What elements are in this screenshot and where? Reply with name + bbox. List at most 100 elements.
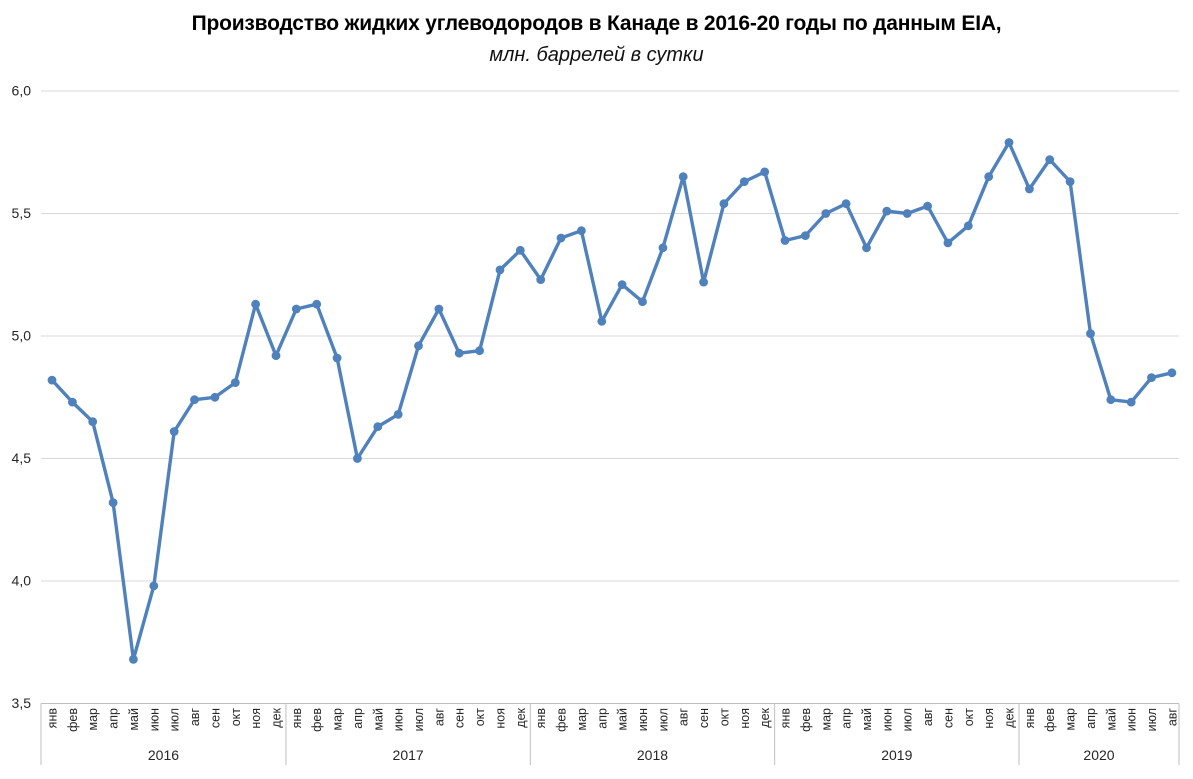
x-axis-month-label: сен (941, 708, 955, 728)
data-point-marker (943, 238, 953, 248)
data-point-marker (1065, 177, 1075, 187)
y-axis-tick-label: 4,0 (12, 573, 32, 589)
x-axis-month-label: мар (1064, 708, 1078, 731)
x-axis-month-label: дек (1003, 707, 1017, 727)
data-point-marker (658, 243, 668, 253)
x-axis-month-label: янв (534, 708, 548, 729)
x-axis-month-label: июн (392, 708, 406, 731)
data-point-marker (902, 209, 912, 218)
data-point-marker (251, 299, 260, 309)
data-point-marker (923, 201, 932, 211)
y-axis-tick-label: 5,5 (12, 205, 32, 221)
data-point-marker (699, 277, 708, 287)
x-axis-month-label: сен (208, 708, 222, 728)
chart-subtitle: млн. баррелей в сутки (489, 44, 704, 66)
x-axis-month-label: фев (310, 708, 324, 732)
data-point-marker (984, 172, 994, 182)
data-point-marker (312, 299, 322, 309)
data-point-marker (495, 265, 505, 275)
data-point-marker (149, 581, 159, 591)
data-point-marker (638, 297, 647, 307)
x-axis-month-label: ноя (493, 708, 507, 729)
data-point-marker (821, 209, 831, 218)
data-point-marker (1126, 397, 1136, 407)
x-axis-month-label: дек (514, 707, 528, 727)
x-axis-month-label: май (127, 708, 141, 731)
data-point-marker (88, 417, 98, 427)
x-axis-month-label: июл (901, 708, 915, 731)
x-axis-month-label: янв (46, 708, 60, 729)
data-point-marker (678, 172, 688, 182)
data-point-marker (1004, 138, 1014, 147)
y-axis-tick-label: 4,5 (12, 450, 32, 466)
x-axis-month-label: апр (1084, 708, 1098, 729)
data-point-marker (536, 275, 546, 284)
x-axis-month-label: июл (168, 708, 182, 731)
x-axis-year-label: 2017 (393, 747, 424, 763)
x-axis-month-label: июл (412, 708, 426, 731)
x-axis-month-label: апр (107, 708, 121, 729)
x-axis-month-label: июн (636, 708, 650, 731)
x-axis-month-label: авг (921, 708, 935, 727)
x-axis-month-label: сен (453, 708, 467, 728)
x-axis-month-label: июл (1145, 708, 1159, 731)
data-point-marker (862, 243, 871, 253)
x-axis-month-label: май (860, 708, 874, 731)
data-point-marker (1147, 373, 1156, 382)
x-axis-month-label: янв (290, 708, 304, 729)
data-point-marker (47, 375, 57, 385)
x-axis-month-label: мар (819, 708, 833, 731)
x-axis-year-label: 2018 (637, 747, 668, 763)
data-point-marker (1086, 329, 1095, 338)
data-point-marker (230, 378, 240, 387)
data-point-marker (841, 199, 851, 209)
x-axis-month-label: янв (779, 708, 793, 729)
x-axis-month-label: окт (473, 708, 487, 727)
x-axis-month-label: май (616, 708, 630, 731)
data-point-marker (271, 351, 281, 360)
data-point-marker (108, 498, 118, 507)
x-axis-month-label: ноя (249, 708, 263, 729)
data-point-marker (515, 245, 525, 255)
y-axis-tick-label: 3,5 (12, 695, 32, 711)
x-axis-month-label: апр (595, 708, 609, 729)
x-axis-month-label: фев (799, 708, 813, 732)
data-point-marker (373, 422, 383, 432)
x-axis-month-label: ноя (738, 708, 752, 729)
data-point-marker (617, 280, 627, 289)
data-point-marker (1025, 184, 1034, 194)
data-point-marker (760, 167, 770, 177)
data-point-marker (882, 206, 892, 216)
data-point-marker (780, 236, 790, 245)
data-point-marker (434, 304, 444, 314)
chart-title: Производство жидких углеводородов в Кана… (191, 12, 1002, 35)
data-point-marker (475, 346, 484, 356)
x-axis-month-label: июн (1125, 708, 1139, 731)
x-axis-month-label: ноя (982, 708, 996, 729)
x-axis-month-label: авг (677, 708, 691, 727)
data-point-marker (454, 348, 464, 358)
x-axis-month-label: окт (962, 708, 976, 727)
data-line (50, 140, 1174, 662)
x-axis-month-label: май (371, 708, 385, 731)
data-point-marker (719, 199, 729, 209)
data-point-marker (353, 454, 362, 463)
data-point-marker (129, 655, 138, 664)
data-point-marker (393, 410, 403, 419)
x-axis-year-label: 2019 (881, 747, 912, 763)
y-axis-tick-label: 6,0 (12, 83, 32, 99)
y-axis-tick-label: 5,0 (12, 328, 32, 344)
x-axis-month-label: окт (717, 708, 731, 727)
x-axis-month-label: янв (1023, 708, 1037, 729)
x-axis-month-label: апр (351, 708, 365, 729)
x-axis-month-label: сен (697, 708, 711, 728)
x-axis-month-label: фев (555, 708, 569, 732)
x-axis-month-label: окт (229, 708, 243, 727)
data-point-marker (963, 221, 973, 231)
x-axis-month-label: авг (188, 708, 202, 727)
data-point-marker (414, 341, 423, 351)
x-axis-month-label: июн (147, 708, 161, 731)
x-axis-month-label: фев (1043, 708, 1057, 732)
